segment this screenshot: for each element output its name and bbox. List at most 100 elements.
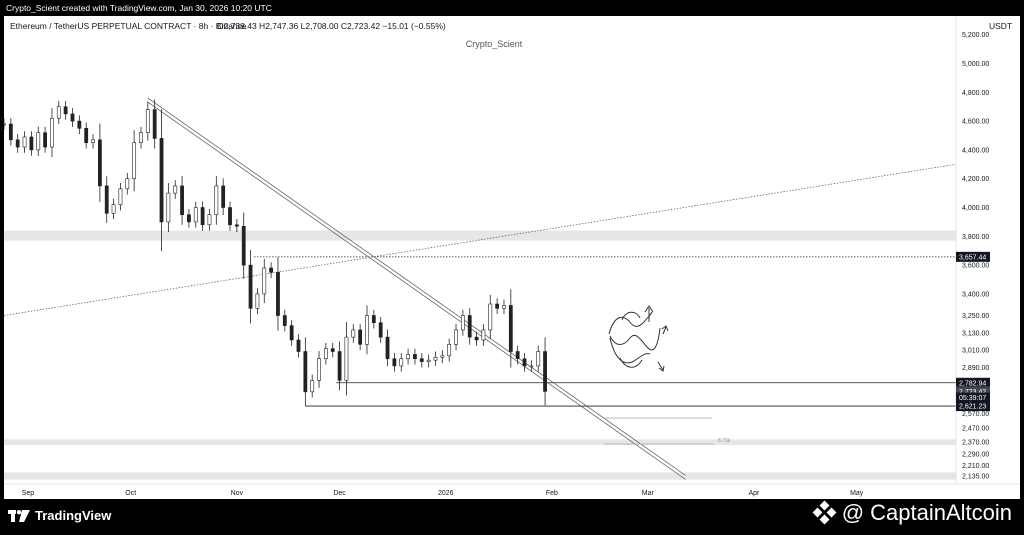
trendlines-layer [4, 97, 957, 480]
candle-2025-08-27 [8, 118, 13, 146]
x-tick-label-0: Sep [22, 490, 35, 497]
candle-2026-01-12 [481, 324, 486, 346]
candle-2026-01-26 [529, 360, 534, 372]
candle-2025-09-12 [63, 100, 68, 120]
candle-2026-01-18 [502, 299, 506, 315]
candle-2025-11-01 [234, 219, 239, 232]
candle-2026-01-04 [454, 324, 458, 351]
candle-2025-09-14 [70, 108, 75, 127]
candle-2025-10-28 [221, 178, 226, 216]
candle-2026-01-24 [522, 352, 527, 372]
time-axis[interactable]: Sep Oct Nov Dec 2026 Feb Mar Apr May [22, 490, 864, 497]
candle-2025-09-28 [118, 183, 123, 211]
candle-2026-01-30 [543, 337, 547, 406]
candle-2025-09-04 [36, 126, 41, 156]
candle-2025-10-08 [152, 99, 157, 149]
candle-2025-12-05 [351, 324, 356, 343]
x-tick-label-2: Nov [231, 490, 244, 497]
candle-2025-09-26 [111, 198, 116, 220]
captainaltcoin-logo: @ CaptainAltcoin [812, 500, 1012, 526]
chart-panel[interactable]: 8.79k Ethereum / TetherUS PERPETUAL CONT… [4, 16, 1020, 499]
y-tick-label-2: 4,800.00 [962, 90, 989, 97]
candle-2025-11-03 [241, 212, 246, 279]
y-tick-label-0: 5,200.00 [962, 32, 989, 39]
candle-2025-12-25 [419, 352, 424, 368]
candle-2025-09-10 [56, 100, 61, 124]
price-tag-box-3 [956, 392, 990, 403]
candle-2025-10-06 [145, 101, 150, 141]
candle-2025-11-23 [310, 374, 315, 398]
candle-2025-12-27 [426, 354, 431, 368]
candle-2025-08-29 [15, 134, 20, 153]
y-tick-label-17: 2,290.00 [962, 451, 989, 458]
candle-2025-10-22 [200, 201, 205, 231]
candle-2025-09-20 [91, 134, 95, 149]
x-tick-label-6: Mar [642, 490, 655, 497]
ohlc-readout: O2,738.43 H2,747.36 L2,708.00 C2,723.42 … [217, 21, 446, 31]
candle-2025-12-15 [385, 329, 390, 367]
candle-2025-12-19 [399, 352, 404, 372]
zones-layer [4, 230, 956, 480]
trendline-0-a[interactable] [147, 97, 686, 476]
curve-arrow-top-icon [621, 311, 641, 321]
y-tick-label-10: 3,250.00 [962, 313, 989, 320]
chart-symbol-header[interactable]: Ethereum / TetherUS PERPETUAL CONTRACT ·… [10, 21, 247, 31]
price-tag-box-4 [956, 401, 990, 412]
candle-2025-09-24 [104, 176, 109, 223]
candle-2026-01-28 [536, 345, 541, 372]
price-tag-box-1 [956, 377, 990, 388]
candle-2025-12-01 [337, 341, 342, 391]
zone-band-2 [4, 472, 956, 480]
candle-2025-10-04 [139, 126, 143, 149]
candle-2025-12-11 [371, 309, 376, 329]
y-tick-label-5: 4,200.00 [962, 176, 989, 183]
projection-path-down [609, 337, 651, 364]
y-tick-label-18: 2,210.00 [962, 463, 989, 470]
diamond-logo-icon [812, 500, 837, 525]
y-tick-label-1: 5,000.00 [962, 61, 989, 68]
candle-2025-11-29 [330, 342, 335, 358]
trendline-0-b[interactable] [147, 101, 686, 480]
price-tag-box-2 [956, 386, 990, 397]
price-tag-4: 2,621.23 [959, 404, 986, 411]
y-tick-label-14: 2,570.00 [962, 411, 989, 418]
candle-2025-09-06 [43, 126, 47, 153]
price-tag-0: 3,657.44 [959, 254, 986, 261]
y-tick-label-3: 4,600.00 [962, 119, 989, 126]
candle-2025-09-30 [125, 172, 130, 195]
candle-2026-01-14 [488, 294, 493, 339]
candle-2025-11-25 [317, 351, 321, 388]
candle-2025-10-30 [228, 201, 232, 231]
levels-layer [253, 256, 956, 407]
candle-2025-10-20 [193, 201, 198, 228]
candle-2025-11-07 [255, 288, 260, 315]
candle-2025-12-09 [365, 305, 369, 355]
y-tick-label-6: 4,000.00 [962, 205, 989, 212]
candle-2026-01-08 [467, 307, 472, 345]
arrow-up-icon [644, 305, 654, 322]
candle-2025-11-11 [269, 262, 274, 279]
projection-path-up [608, 311, 653, 335]
y-tick-label-8: 3,600.00 [962, 263, 989, 270]
price-chart[interactable]: 8.79k Ethereum / TetherUS PERPETUAL CONT… [4, 16, 1020, 499]
candle-2025-11-19 [296, 334, 301, 358]
candle-2025-11-21 [303, 337, 308, 406]
tradingview-logo: TradingView [8, 508, 111, 523]
projection-path-wave [609, 327, 661, 351]
candle-2025-08-31 [22, 131, 27, 153]
price-tag-box-0 [956, 251, 990, 262]
footer-bar: TradingView @ CaptainAltcoin [0, 499, 1024, 535]
arrow-down-icon [657, 361, 665, 372]
y-tick-label-13: 2,890.00 [962, 365, 989, 372]
currency-label: USDT [989, 21, 1012, 31]
candle-2025-11-09 [262, 258, 267, 303]
price-tag-2: 2,723.42 [959, 389, 986, 396]
price-axis[interactable]: 5,200.00 5,000.00 4,800.00 4,600.00 4,400.00… [962, 32, 989, 480]
candle-2025-11-13 [276, 257, 280, 331]
brand-label: @ CaptainAltcoin [841, 500, 1012, 525]
candle-2025-12-03 [344, 322, 349, 396]
candle-2025-12-23 [413, 348, 417, 365]
y-tick-label-4: 4,400.00 [962, 147, 989, 154]
y-tick-label-11: 3,130.00 [962, 330, 989, 337]
